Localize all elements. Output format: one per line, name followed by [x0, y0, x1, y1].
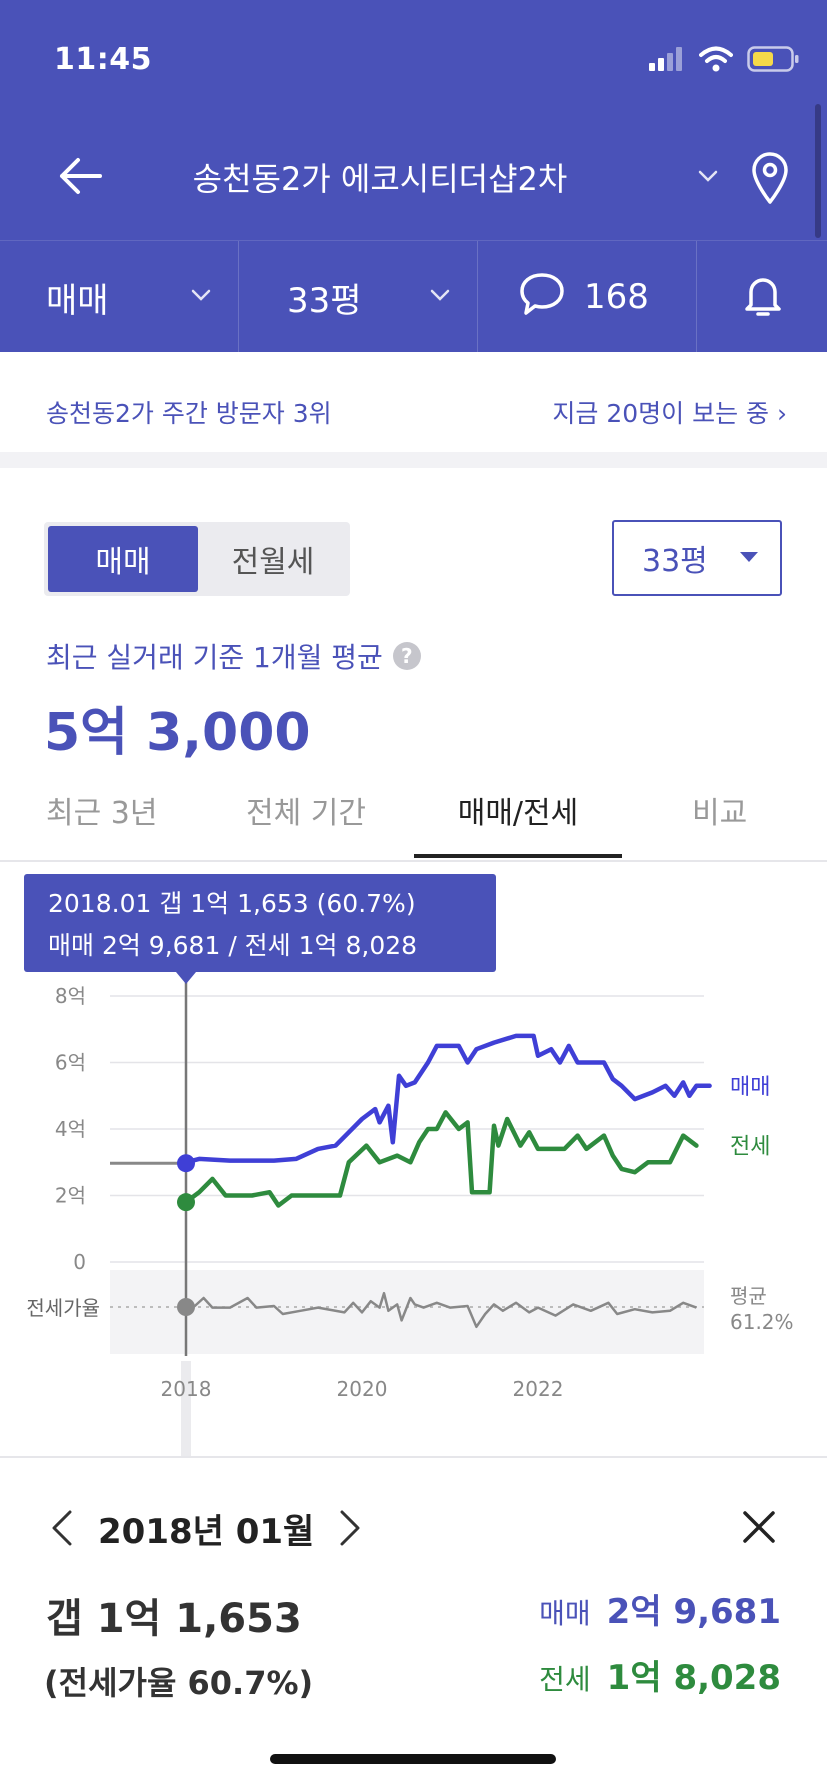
- x-tick-label: 2018: [161, 1377, 212, 1401]
- back-arrow-icon[interactable]: [54, 150, 106, 202]
- cursor-shadow: [181, 1361, 191, 1456]
- y-tick-label: 4억: [55, 1117, 86, 1141]
- period-tabs: 최근 3년 전체 기간 매매/전세 비교: [0, 770, 827, 862]
- filter-divider: [238, 241, 239, 353]
- tooltip-line2: 매매 2억 9,681 / 전세 1억 8,028: [48, 931, 417, 960]
- chart-divider: [0, 1456, 827, 1458]
- jeonse-value: 1억 8,028: [606, 1658, 781, 1698]
- status-icons: [649, 46, 799, 72]
- wifi-icon: [699, 46, 733, 72]
- ratio-avg-value: 61.2%: [730, 1310, 794, 1334]
- selected-point-jeonse: [177, 1193, 195, 1212]
- series-label-jeonse: 전세: [730, 1135, 770, 1160]
- series-line-trade: [183, 1033, 712, 1165]
- tab-compare[interactable]: 비교: [692, 796, 748, 831]
- chevron-right-icon[interactable]: [336, 1506, 364, 1550]
- status-time: 11:45: [54, 42, 152, 77]
- chat-bubble-icon: [520, 273, 564, 315]
- size-select[interactable]: 33평: [612, 520, 782, 596]
- tab-recent-3y[interactable]: 최근 3년: [46, 796, 158, 831]
- y-tick-label: 0: [73, 1250, 86, 1274]
- viewers-now-link[interactable]: 지금 20명이 보는 중 ›: [552, 399, 787, 428]
- visitor-rank: 송천동2가 주간 방문자 3위: [46, 399, 332, 428]
- active-tab-underline: [414, 854, 622, 858]
- ratio-band: [110, 1270, 704, 1354]
- battery-icon: [747, 46, 799, 72]
- scroll-indicator: [815, 104, 821, 238]
- y-tick-label: 6억: [55, 1051, 86, 1075]
- avg-label-text: 최근 실거래 기준 1개월 평균: [46, 641, 383, 674]
- y-tick-label: 2억: [55, 1184, 86, 1208]
- y-tick-label: 8억: [55, 984, 86, 1008]
- app-header: 11:45 송천동2가 에코시티더샵2차: [0, 0, 827, 353]
- ratio-series-label: 전세가율: [26, 1296, 100, 1320]
- home-indicator: [270, 1754, 556, 1764]
- trade-price-row: 매매 2억 9,681: [539, 1584, 781, 1633]
- size-filter[interactable]: 33평: [239, 241, 477, 353]
- location-pin-icon[interactable]: [748, 150, 792, 206]
- filter-divider: [696, 241, 697, 353]
- chevron-left-icon[interactable]: [48, 1506, 76, 1550]
- jeonse-label: 전세: [539, 1663, 591, 1696]
- x-tick-label: 2022: [513, 1377, 564, 1401]
- nav-row: 송천동2가 에코시티더샵2차: [0, 126, 827, 226]
- tooltip-line1: 2018.01 갭 1억 1,653 (60.7%): [48, 889, 416, 918]
- tooltip-pointer: [176, 972, 196, 984]
- status-bar: 11:45: [0, 0, 827, 120]
- chevron-down-icon[interactable]: [696, 164, 720, 188]
- size-select-value: 33평: [642, 544, 708, 579]
- visitor-bar: 송천동2가 주간 방문자 3위 지금 20명이 보는 중 ›: [0, 364, 827, 468]
- gap-amount: 갭 1억 1,653: [46, 1596, 302, 1642]
- selected-point-trade: [177, 1154, 195, 1173]
- size-filter-label: 33평: [287, 280, 362, 321]
- detail-panel: 2018년 01월 갭 1억 1,653 (전세가율 60.7%) 매매 2억 …: [0, 1458, 827, 1790]
- page-title[interactable]: 송천동2가 에코시티더샵2차: [192, 160, 568, 198]
- caret-down-icon: [740, 552, 758, 562]
- avg-price: 5억 3,000: [44, 703, 311, 763]
- x-tick-label: 2020: [337, 1377, 388, 1401]
- selected-point-ratio: [177, 1298, 195, 1316]
- segment-rent[interactable]: 전월세: [231, 545, 315, 580]
- tooltip-box: [24, 874, 496, 972]
- notification-button[interactable]: [697, 241, 827, 353]
- trade-type-filter[interactable]: 매매: [0, 241, 238, 353]
- filter-divider: [477, 241, 478, 353]
- trade-value: 2억 9,681: [606, 1592, 781, 1632]
- avg-label: 최근 실거래 기준 1개월 평균 ?: [46, 636, 421, 676]
- detail-month: 2018년 01월: [98, 1512, 315, 1552]
- series-line-jeonse: [183, 1110, 699, 1208]
- help-icon[interactable]: ?: [392, 642, 421, 670]
- tab-all-period[interactable]: 전체 기간: [246, 796, 366, 831]
- tab-trade-jeonse[interactable]: 매매/전세: [457, 796, 579, 831]
- segment-trade[interactable]: 매매: [48, 526, 198, 592]
- comments-button[interactable]: 168: [478, 241, 696, 353]
- ratio-avg-label: 평균: [730, 1284, 767, 1308]
- trade-label: 매매: [539, 1597, 591, 1630]
- filter-row: 매매 33평 168: [0, 240, 827, 353]
- series-label-trade: 매매: [730, 1075, 770, 1100]
- jeonse-price-row: 전세 1억 8,028: [539, 1650, 781, 1699]
- ratio-series-line: [185, 1291, 697, 1329]
- trade-segment-control: 매매 전월세: [44, 522, 350, 596]
- close-icon[interactable]: [740, 1508, 778, 1546]
- bell-icon: [745, 278, 781, 316]
- trade-type-label: 매매: [46, 280, 109, 321]
- jeonse-rate: (전세가율 60.7%): [44, 1664, 314, 1702]
- chevron-down-icon: [191, 289, 211, 301]
- chevron-down-icon: [430, 289, 450, 301]
- comment-count: 168: [584, 277, 649, 317]
- signal-icon: [649, 47, 682, 71]
